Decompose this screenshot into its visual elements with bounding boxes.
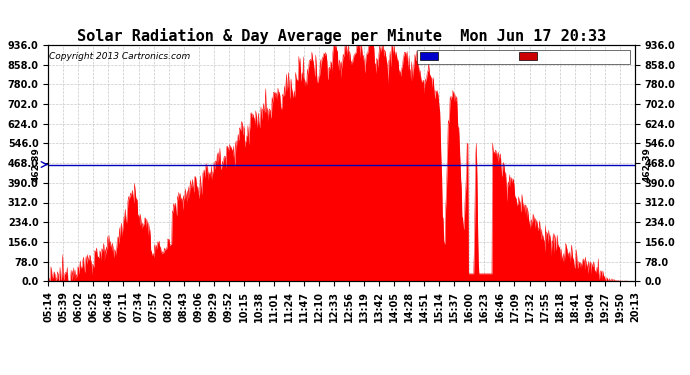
Text: 462.39: 462.39 xyxy=(32,147,41,182)
Legend: Median (w/m2), Radiation (w/m2): Median (w/m2), Radiation (w/m2) xyxy=(417,50,630,64)
Title: Solar Radiation & Day Average per Minute  Mon Jun 17 20:33: Solar Radiation & Day Average per Minute… xyxy=(77,28,607,44)
Text: 462.39: 462.39 xyxy=(642,147,651,182)
Text: Copyright 2013 Cartronics.com: Copyright 2013 Cartronics.com xyxy=(50,52,190,61)
